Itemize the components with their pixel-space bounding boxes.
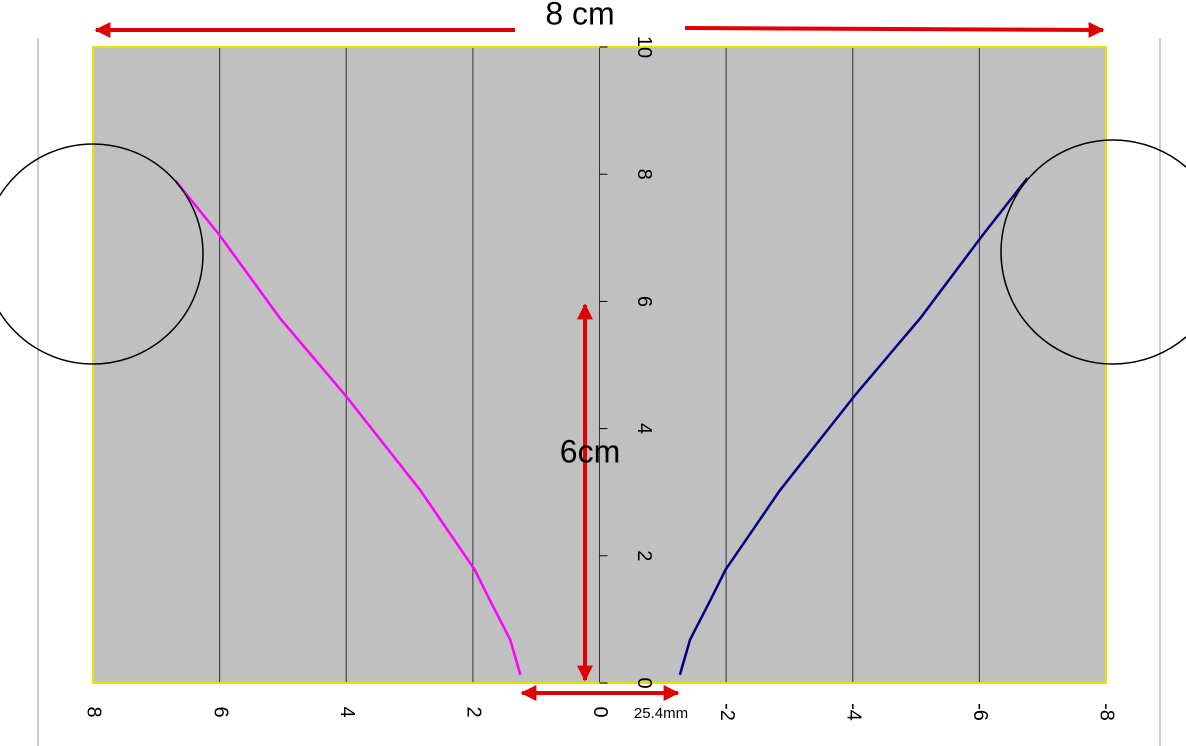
x-tick-label: -2 bbox=[716, 703, 738, 721]
x-tick-label: -6 bbox=[969, 703, 991, 721]
annotation: 6cm bbox=[560, 433, 620, 469]
y-tick-label: 2 bbox=[633, 550, 655, 561]
circle bbox=[0, 143, 204, 365]
annotation: 25.4mm bbox=[634, 705, 688, 722]
x-tick-label: 6 bbox=[209, 706, 231, 717]
series-group bbox=[174, 177, 1029, 676]
circle bbox=[1000, 139, 1186, 365]
y-tick-label: 6 bbox=[633, 296, 655, 307]
annotation: 8 cm bbox=[545, 0, 614, 31]
x-tick-label: -8 bbox=[1096, 703, 1118, 721]
y-tick-label: 10 bbox=[633, 36, 655, 58]
series-line bbox=[678, 177, 1029, 676]
x-tick-label: 0 bbox=[589, 706, 611, 717]
ticks: 8 6 4 2 0 -2 -4 -6 -8 0 2 4 6 8 10 bbox=[83, 36, 1118, 721]
series-line bbox=[174, 179, 522, 676]
arrow bbox=[684, 21, 1105, 38]
x-tick-label: 8 bbox=[83, 706, 105, 717]
y-tick-label: 4 bbox=[633, 423, 655, 434]
x-tick-label: -4 bbox=[842, 703, 864, 721]
x-tick-label: 4 bbox=[336, 706, 358, 717]
y-tick-label: 8 bbox=[633, 169, 655, 180]
y-tick-label: 0 bbox=[633, 677, 655, 688]
x-tick-label: 2 bbox=[463, 706, 485, 717]
